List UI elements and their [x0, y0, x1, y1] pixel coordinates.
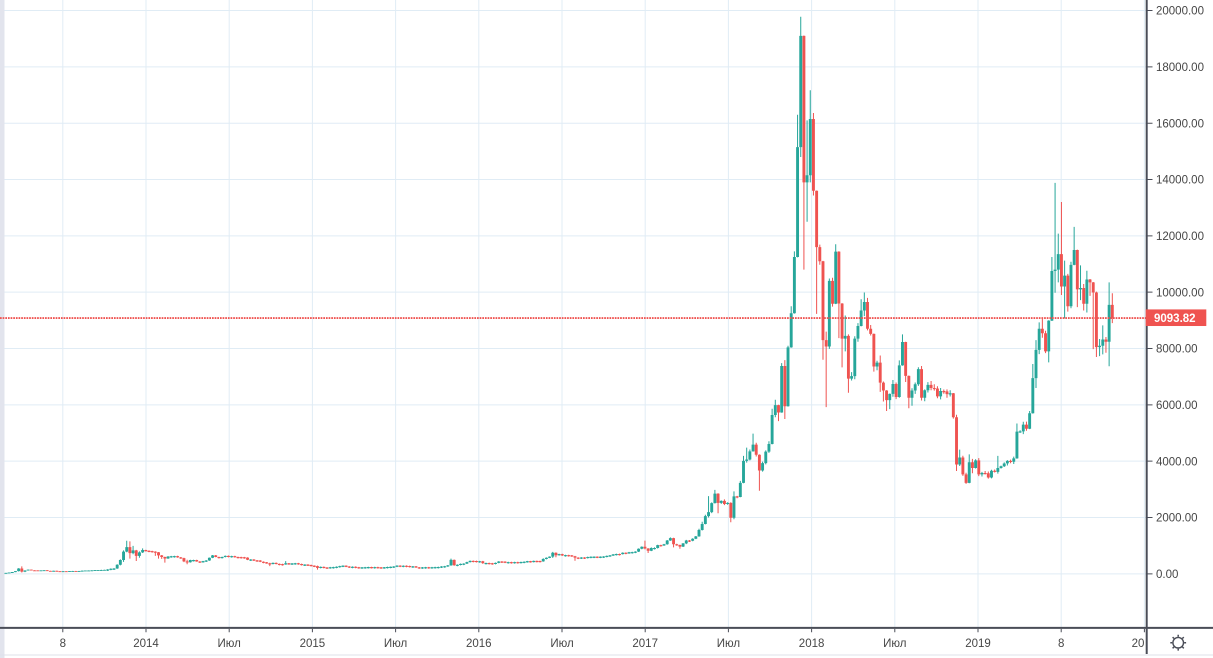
svg-text:14000.00: 14000.00	[1156, 175, 1204, 187]
svg-text:8: 8	[60, 638, 66, 650]
svg-text:10000.00: 10000.00	[1156, 287, 1204, 299]
svg-text:18000.00: 18000.00	[1156, 62, 1204, 74]
svg-text:20000.00: 20000.00	[1156, 6, 1204, 18]
svg-text:2017: 2017	[632, 638, 658, 650]
svg-text:2014: 2014	[133, 638, 159, 650]
svg-text:2019: 2019	[965, 638, 991, 650]
svg-text:16000.00: 16000.00	[1156, 118, 1204, 130]
svg-text:2000.00: 2000.00	[1156, 513, 1198, 525]
svg-text:9093.82: 9093.82	[1154, 313, 1196, 325]
svg-text:4000.00: 4000.00	[1156, 456, 1198, 468]
svg-text:0.00: 0.00	[1156, 569, 1178, 581]
svg-text:Июл: Июл	[218, 638, 241, 650]
svg-text:8: 8	[1058, 638, 1064, 650]
svg-text:8000.00: 8000.00	[1156, 344, 1198, 356]
svg-text:Июл: Июл	[717, 638, 740, 650]
svg-text:12000.00: 12000.00	[1156, 231, 1204, 243]
svg-text:Июл: Июл	[384, 638, 407, 650]
svg-text:2015: 2015	[300, 638, 326, 650]
svg-text:2016: 2016	[466, 638, 492, 650]
svg-text:Июл: Июл	[883, 638, 906, 650]
svg-text:6000.00: 6000.00	[1156, 400, 1198, 412]
svg-text:2018: 2018	[799, 638, 825, 650]
svg-text:2020: 2020	[1132, 638, 1158, 650]
svg-text:Июл: Июл	[550, 638, 573, 650]
